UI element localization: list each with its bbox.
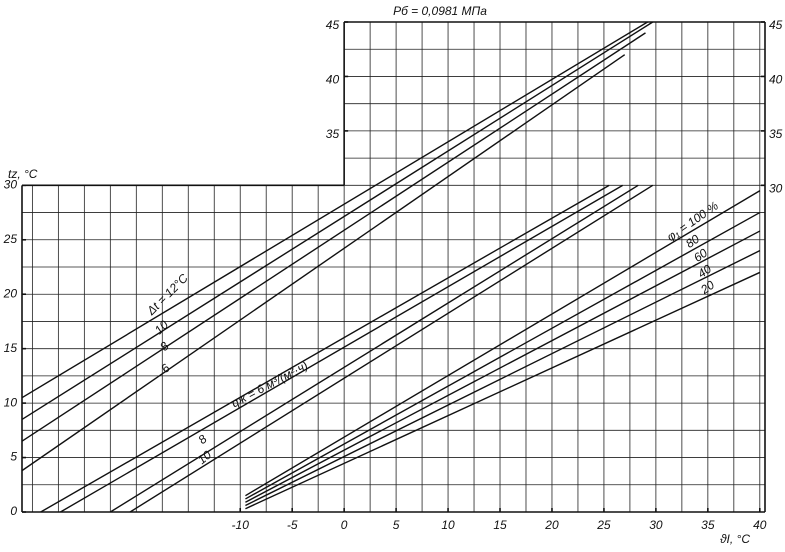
x-tick-label: 25 — [596, 518, 611, 532]
y2-tick-label: 45 — [769, 18, 783, 32]
x-tick-label: 5 — [393, 518, 400, 532]
y-tick-label: 5 — [10, 450, 17, 464]
x-tick-label: 15 — [493, 518, 507, 532]
chart-title: Pб = 0,0981 МПа — [393, 4, 487, 18]
y2-tick-label: 35 — [769, 127, 783, 141]
y-tick-label: 20 — [3, 286, 18, 300]
line — [21, 32, 646, 442]
line — [245, 271, 761, 510]
x-tick-label: 35 — [701, 518, 715, 532]
x-tick-label: 10 — [441, 518, 455, 532]
line — [40, 184, 610, 513]
y-tick-label: 30 — [4, 178, 18, 192]
x-tick-label: 20 — [544, 518, 559, 532]
y-upper-tick-label: 45 — [326, 18, 340, 32]
line — [245, 230, 761, 503]
series-label: 8 — [195, 432, 209, 447]
y-upper-tick-label: 35 — [326, 127, 340, 141]
x-axis-label: ϑI, °C — [720, 532, 750, 546]
series-label: 20 — [697, 278, 717, 298]
y-axis-label: tz, °C — [8, 167, 38, 181]
annotation: qж = 6 м³/(м²·ч) — [229, 358, 310, 410]
y-tick-label: 0 — [10, 504, 17, 518]
y-tick-label: 25 — [3, 232, 18, 246]
x-tick-label: -5 — [287, 518, 298, 532]
y-upper-tick-label: 40 — [326, 73, 340, 87]
line — [245, 190, 761, 497]
line — [129, 184, 654, 513]
y-tick-label: 10 — [4, 395, 18, 409]
line — [21, 54, 626, 472]
y2-tick-label: 30 — [769, 182, 783, 196]
x-tick-label: 40 — [753, 518, 767, 532]
y2-tick-label: 40 — [769, 73, 783, 87]
line — [109, 184, 639, 513]
y-tick-label: 15 — [4, 341, 18, 355]
line — [21, 21, 654, 421]
x-tick-label: -10 — [232, 518, 250, 532]
x-tick-label: 0 — [341, 518, 348, 532]
line — [245, 211, 761, 500]
line — [21, 21, 648, 399]
line — [60, 184, 623, 513]
line — [245, 250, 761, 507]
x-tick-label: 30 — [649, 518, 663, 532]
series-label: 10 — [152, 318, 172, 338]
